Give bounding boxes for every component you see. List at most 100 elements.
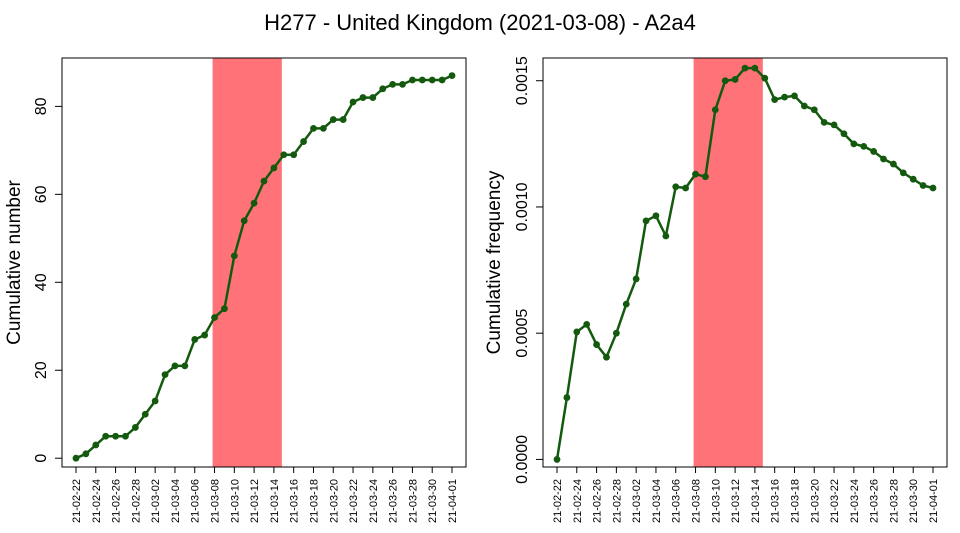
data-point: [731, 76, 739, 83]
x-tick-label: 21-04-01: [447, 479, 459, 523]
data-point: [791, 92, 798, 100]
data-point: [122, 432, 129, 440]
x-tick-label: 21-03-30: [908, 479, 920, 523]
data-point: [583, 320, 591, 328]
y-axis-label: Cumulative number: [4, 179, 25, 344]
y-tick-label: 0.0015: [514, 56, 531, 105]
y-tick-label: 20: [33, 361, 50, 379]
data-point: [662, 232, 670, 240]
x-tick-label: 21-03-08: [210, 479, 222, 523]
x-tick-label: 21-03-22: [829, 479, 841, 523]
data-point: [250, 199, 258, 207]
data-point: [692, 170, 699, 178]
data-point: [151, 397, 159, 405]
data-point: [553, 456, 561, 463]
data-point: [672, 183, 680, 191]
data-point: [820, 118, 828, 126]
data-point: [359, 94, 367, 101]
x-tick-label: 21-02-26: [111, 479, 123, 523]
data-point: [751, 64, 759, 72]
data-point: [379, 85, 387, 93]
x-tick-label: 21-02-28: [130, 479, 142, 523]
x-tick-label: 21-04-01: [928, 479, 940, 523]
data-point: [319, 124, 327, 132]
y-tick-label: 80: [33, 97, 50, 115]
data-point: [310, 124, 317, 132]
x-tick-label: 21-03-20: [328, 479, 340, 523]
highlight-band: [212, 58, 282, 467]
data-point: [112, 432, 119, 440]
data-point: [418, 76, 426, 84]
x-tick-label: 21-03-18: [789, 479, 801, 523]
y-tick-label: 0.0005: [514, 309, 531, 358]
data-point: [593, 341, 600, 348]
data-point: [909, 175, 917, 183]
x-tick-label: 21-03-08: [691, 479, 703, 523]
data-point: [171, 362, 179, 370]
x-tick-label: 21-03-28: [888, 479, 900, 523]
data-point: [890, 160, 897, 168]
data-point: [771, 96, 779, 104]
x-tick-label: 21-03-14: [269, 479, 281, 523]
data-point: [781, 93, 788, 101]
x-tick-label: 21-03-02: [150, 479, 162, 523]
data-point: [230, 252, 238, 260]
data-point: [761, 74, 769, 82]
x-tick-label: 21-03-10: [229, 479, 241, 523]
data-point: [919, 182, 927, 189]
x-tick-label: 21-03-12: [249, 479, 261, 523]
x-tick-label: 21-02-26: [592, 479, 604, 523]
x-tick-label: 21-03-04: [170, 479, 182, 523]
x-tick-label: 21-03-12: [730, 479, 742, 523]
data-point: [563, 394, 571, 401]
x-tick-label: 21-02-28: [611, 479, 623, 523]
data-point: [409, 76, 416, 84]
data-point: [642, 217, 650, 225]
y-tick-label: 60: [33, 185, 50, 203]
data-point: [428, 76, 436, 84]
data-point: [612, 329, 620, 337]
data-point: [721, 77, 729, 85]
x-tick-label: 21-03-28: [407, 479, 419, 523]
data-point: [211, 314, 218, 321]
data-point: [652, 212, 660, 220]
data-point: [92, 441, 100, 449]
data-point: [632, 275, 640, 283]
x-tick-label: 21-03-18: [308, 479, 320, 523]
plot-frame: [61, 57, 467, 468]
y-tick-label: 40: [33, 273, 50, 291]
data-point: [438, 76, 446, 84]
data-point: [201, 331, 209, 339]
data-point: [280, 151, 288, 159]
data-point: [102, 432, 110, 440]
data-point: [840, 130, 848, 138]
data-point: [260, 177, 268, 185]
x-tick-label: 21-03-02: [631, 479, 643, 523]
data-point: [369, 94, 377, 101]
data-point: [711, 106, 719, 114]
data-point: [141, 410, 149, 418]
x-tick-label: 21-03-10: [710, 479, 722, 523]
x-tick-label: 21-03-14: [750, 479, 762, 523]
data-point: [682, 184, 690, 192]
x-tick-label: 21-03-26: [388, 479, 400, 523]
data-point: [880, 155, 887, 163]
data-point: [850, 140, 858, 148]
data-point: [870, 148, 878, 155]
x-tick-label: 21-03-30: [427, 479, 439, 523]
x-tick-label: 21-03-06: [190, 479, 202, 523]
data-point: [131, 424, 139, 431]
data-point: [240, 217, 248, 225]
data-point: [191, 336, 199, 343]
data-point: [741, 64, 749, 72]
x-tick-label: 21-03-26: [869, 479, 881, 523]
figure-title: H277 - United Kingdom (2021-03-08) - A2a…: [264, 10, 696, 35]
data-point: [181, 362, 189, 370]
data-point: [399, 80, 406, 88]
x-tick-label: 21-03-16: [289, 479, 301, 523]
x-tick-label: 21-03-04: [651, 479, 663, 523]
data-point: [702, 173, 709, 181]
data-point: [339, 116, 347, 123]
highlight-band: [693, 58, 763, 467]
data-point: [573, 328, 581, 336]
